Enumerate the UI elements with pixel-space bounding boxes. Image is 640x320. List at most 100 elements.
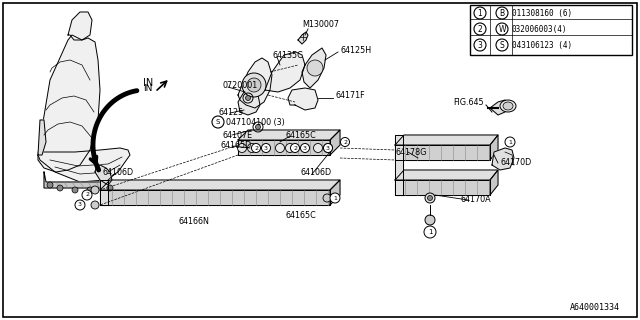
Polygon shape <box>490 135 498 160</box>
Text: 0720001: 0720001 <box>222 81 257 90</box>
Polygon shape <box>44 172 130 188</box>
Circle shape <box>262 143 271 153</box>
Circle shape <box>505 137 515 147</box>
Text: 011308160 (6): 011308160 (6) <box>512 9 572 18</box>
Text: 2: 2 <box>477 25 483 34</box>
Text: 64178G: 64178G <box>395 148 426 156</box>
Text: 2: 2 <box>254 146 258 150</box>
Polygon shape <box>288 88 318 110</box>
Text: S: S <box>216 119 220 125</box>
Circle shape <box>247 78 261 92</box>
Polygon shape <box>330 130 340 155</box>
Text: IN: IN <box>143 84 153 92</box>
Polygon shape <box>302 48 326 88</box>
Circle shape <box>47 182 53 188</box>
Polygon shape <box>238 140 330 155</box>
Text: B: B <box>499 9 504 18</box>
Polygon shape <box>492 148 514 170</box>
Polygon shape <box>38 148 130 182</box>
Text: A640001334: A640001334 <box>570 303 620 312</box>
Circle shape <box>285 143 294 153</box>
Polygon shape <box>238 130 340 140</box>
Polygon shape <box>395 135 403 195</box>
Polygon shape <box>395 145 490 160</box>
Text: 1: 1 <box>428 229 432 235</box>
Text: 64106D: 64106D <box>102 167 133 177</box>
Text: 64125: 64125 <box>218 108 243 116</box>
Circle shape <box>246 95 250 100</box>
Ellipse shape <box>500 100 516 112</box>
Text: S: S <box>500 41 504 50</box>
Text: 3: 3 <box>477 41 483 50</box>
Text: 3: 3 <box>264 146 268 150</box>
Polygon shape <box>38 35 100 172</box>
Text: IN: IN <box>143 78 153 88</box>
Text: 64135C: 64135C <box>272 51 303 60</box>
Circle shape <box>75 200 85 210</box>
Circle shape <box>248 143 257 153</box>
Circle shape <box>237 143 246 153</box>
Text: 2: 2 <box>293 146 297 150</box>
Text: 2: 2 <box>343 140 347 145</box>
Circle shape <box>330 193 340 203</box>
Polygon shape <box>238 90 260 115</box>
Circle shape <box>307 60 323 76</box>
Polygon shape <box>395 170 498 180</box>
Polygon shape <box>100 180 108 205</box>
Bar <box>470 5 632 55</box>
Text: 043106123 (4): 043106123 (4) <box>512 41 572 50</box>
Text: 64125H: 64125H <box>340 45 371 54</box>
Text: 1: 1 <box>508 140 512 145</box>
Polygon shape <box>395 180 490 195</box>
Text: M130007: M130007 <box>302 20 339 28</box>
Circle shape <box>340 138 349 147</box>
Polygon shape <box>395 135 498 145</box>
Polygon shape <box>330 180 340 205</box>
Polygon shape <box>100 180 340 190</box>
Text: 64106D: 64106D <box>300 167 331 177</box>
Text: 64171F: 64171F <box>335 91 365 100</box>
Text: 1: 1 <box>333 196 337 201</box>
Text: 3: 3 <box>78 203 82 207</box>
Text: 64170A: 64170A <box>460 196 491 204</box>
Text: 64165C: 64165C <box>285 131 316 140</box>
Circle shape <box>291 143 300 153</box>
Polygon shape <box>38 120 46 155</box>
Polygon shape <box>298 32 308 44</box>
Polygon shape <box>490 170 498 195</box>
Text: 64165D: 64165D <box>220 140 252 149</box>
Circle shape <box>72 187 78 193</box>
Text: 64107E: 64107E <box>222 131 252 140</box>
Circle shape <box>82 190 92 200</box>
Circle shape <box>323 143 333 153</box>
Text: 64170D: 64170D <box>500 157 531 166</box>
Text: 047104100 (3): 047104100 (3) <box>226 117 285 126</box>
Text: W: W <box>499 25 506 34</box>
Circle shape <box>91 201 99 209</box>
Text: 2: 2 <box>85 193 89 197</box>
Text: 1: 1 <box>477 9 483 18</box>
Polygon shape <box>68 12 92 40</box>
Circle shape <box>57 185 63 191</box>
Text: 3: 3 <box>326 146 330 150</box>
Circle shape <box>428 196 433 201</box>
Circle shape <box>107 185 113 191</box>
Polygon shape <box>238 58 272 108</box>
Text: FIG.645: FIG.645 <box>453 98 484 107</box>
Polygon shape <box>100 190 330 205</box>
Circle shape <box>252 143 260 153</box>
Text: 64166N: 64166N <box>178 218 209 227</box>
Polygon shape <box>490 100 508 115</box>
Circle shape <box>323 194 331 202</box>
Circle shape <box>314 143 323 153</box>
Circle shape <box>255 124 260 130</box>
Circle shape <box>242 73 266 97</box>
Text: 64165C: 64165C <box>285 211 316 220</box>
Circle shape <box>87 187 93 193</box>
Ellipse shape <box>503 102 513 110</box>
Polygon shape <box>95 165 112 185</box>
Circle shape <box>323 143 333 153</box>
Circle shape <box>301 143 310 153</box>
Circle shape <box>425 193 435 203</box>
Circle shape <box>91 186 99 194</box>
